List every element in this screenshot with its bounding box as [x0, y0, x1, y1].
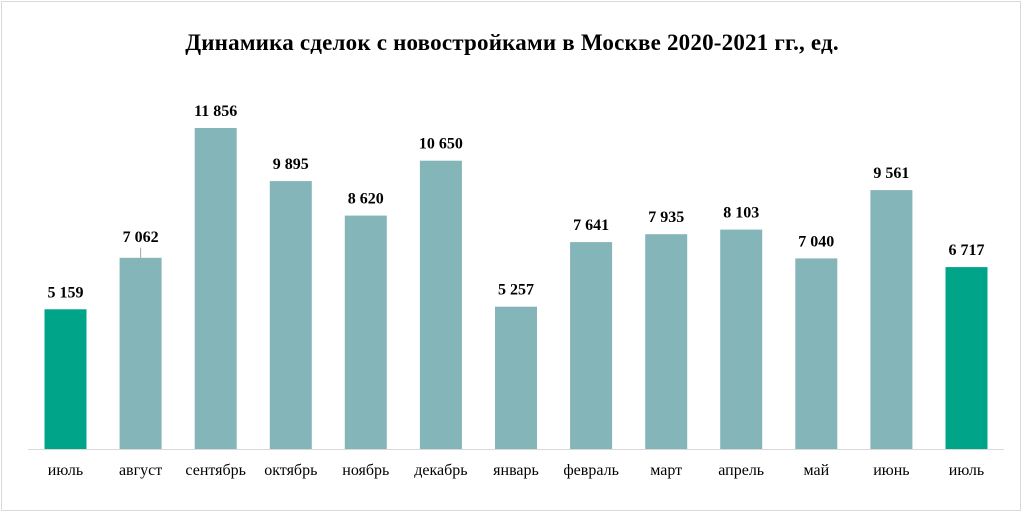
value-label-12: 6 717 [949, 242, 985, 259]
category-label-1: август [119, 462, 162, 479]
value-label-1: 7 062 [123, 229, 159, 246]
bar-7 [570, 242, 613, 449]
category-label-9: апрель [718, 462, 764, 479]
value-label-9: 8 103 [723, 205, 759, 222]
bar-4 [344, 215, 387, 449]
value-label-0: 5 159 [48, 284, 84, 301]
bar-10 [795, 258, 838, 449]
bar-12 [945, 267, 988, 449]
bar-1 [119, 257, 162, 449]
value-label-11: 9 561 [873, 165, 909, 182]
category-labels-group: июль август сентябрь октябрь ноябрь декабрь ян… [48, 462, 984, 479]
bar-6 [495, 306, 537, 449]
category-label-0: июль [48, 462, 83, 479]
category-label-7: февраль [563, 462, 619, 479]
bar-11 [870, 190, 913, 449]
bar-5 [419, 160, 462, 449]
bar-2 [194, 128, 237, 449]
category-label-12: июль [949, 462, 984, 479]
value-label-5: 10 650 [419, 136, 463, 153]
category-label-6: январь [493, 462, 539, 479]
bar-8 [645, 234, 688, 449]
value-label-2: 11 856 [194, 103, 237, 120]
value-labels-group: 5 159 7 062 11 856 9 895 8 620 10 650 5 257 7 6… [48, 103, 985, 301]
value-label-10: 7 040 [798, 233, 834, 250]
value-label-6: 5 257 [498, 282, 534, 299]
category-label-3: октябрь [264, 462, 317, 479]
category-label-8: март [650, 462, 682, 479]
value-label-7: 7 641 [573, 217, 609, 234]
bar-3 [269, 181, 312, 449]
category-label-10: май [803, 462, 829, 479]
value-label-8: 7 935 [648, 209, 684, 226]
category-label-2: сентябрь [185, 462, 246, 479]
category-label-5: декабрь [414, 462, 467, 479]
value-label-4: 8 620 [348, 191, 384, 208]
bar-9 [720, 229, 763, 449]
category-label-4: ноябрь [342, 462, 389, 479]
category-label-11: июнь [873, 462, 909, 479]
bar-0 [44, 309, 87, 449]
value-label-3: 9 895 [273, 156, 309, 173]
bars-group [44, 128, 988, 449]
chart-title: Динамика сделок с новостройками в Москве… [185, 30, 839, 55]
